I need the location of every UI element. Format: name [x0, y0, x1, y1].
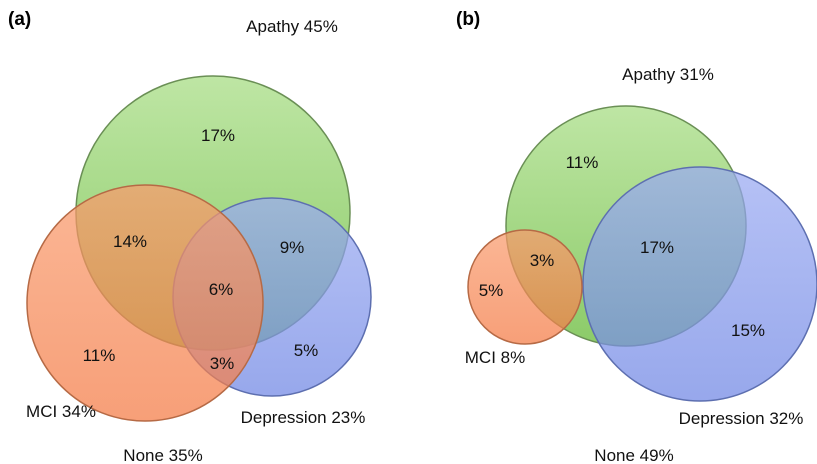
panel-a: (a) Apathy 45% MCI 34% Depression 23% 17… [8, 9, 372, 464]
region-depression-only-b: 15% [731, 321, 765, 340]
none-label-a: None 35% [123, 446, 202, 464]
mci-circle-b [467, 229, 583, 345]
region-all-three-a: 6% [209, 280, 234, 299]
region-apathy-only-b: 11% [566, 153, 599, 172]
depression-set-label-b: Depression 32% [679, 409, 804, 428]
panel-b: (b) Apathy 31% MCI 8% Depression 32% 11%… [456, 9, 817, 464]
region-apathy-mci-b: 3% [530, 251, 555, 270]
mci-circle-a [26, 184, 264, 422]
none-label-b: None 49% [594, 446, 673, 464]
region-apathy-mci-a: 14% [113, 232, 147, 251]
mci-set-label-b: MCI 8% [465, 348, 525, 367]
region-apathy-only-a: 17% [201, 126, 235, 145]
region-apathy-depression-b: 17% [640, 238, 674, 257]
panel-b-label: (b) [456, 9, 480, 30]
region-mci-depression-a: 3% [210, 354, 235, 373]
region-mci-only-a: 11% [83, 346, 116, 365]
region-depression-only-a: 5% [294, 341, 319, 360]
apathy-set-label-b: Apathy 31% [622, 65, 714, 84]
apathy-set-label-a: Apathy 45% [246, 17, 338, 36]
region-mci-only-b: 5% [479, 281, 504, 300]
region-apathy-depression-a: 9% [280, 238, 305, 257]
panel-a-label: (a) [8, 9, 31, 30]
mci-set-label-a: MCI 34% [26, 402, 96, 421]
depression-set-label-a: Depression 23% [241, 408, 366, 427]
depression-circle-b [582, 166, 817, 402]
